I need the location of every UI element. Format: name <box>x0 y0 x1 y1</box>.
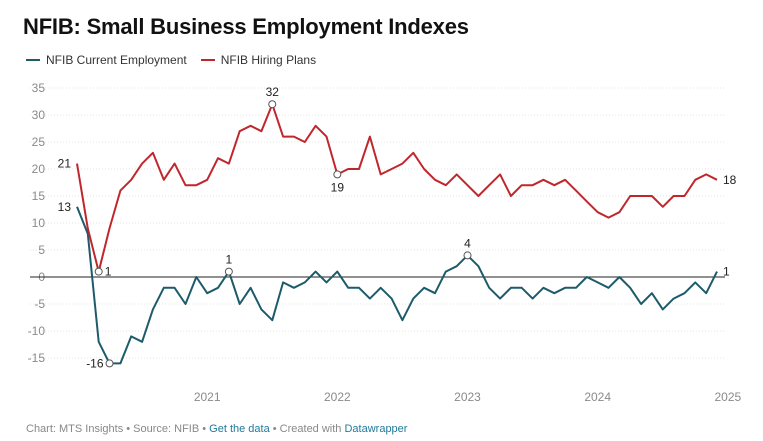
data-label-hiring: 19 <box>331 180 345 194</box>
legend-swatch-hiring <box>200 59 215 61</box>
chart-title: NFIB: Small Business Employment Indexes <box>23 14 469 39</box>
data-label-employment: 1 <box>226 253 233 267</box>
data-label-hiring: 32 <box>266 85 280 99</box>
data-label-employment: 1 <box>723 265 730 279</box>
y-tick-label: 10 <box>32 216 46 230</box>
y-tick-label: 35 <box>32 81 46 95</box>
legend-label-hiring: NFIB Hiring Plans <box>220 53 317 67</box>
y-tick-label: 15 <box>32 189 46 203</box>
legend: NFIB Current Employment NFIB Hiring Plan… <box>26 53 316 67</box>
x-tick-label: 2021 <box>194 390 221 404</box>
legend-item-hiring: NFIB Hiring Plans <box>200 53 317 67</box>
data-label-hiring: 21 <box>58 157 72 171</box>
legend-label-employment: NFIB Current Employment <box>46 53 187 67</box>
data-label-hiring: 1 <box>105 265 112 279</box>
legend-item-employment: NFIB Current Employment <box>26 53 187 67</box>
legend-swatch-employment <box>26 59 40 61</box>
x-tick-label: 2024 <box>584 390 611 404</box>
data-label-hiring: 18 <box>723 173 737 187</box>
annotation-marker-employment <box>105 359 114 368</box>
x-tick-label: 2023 <box>454 390 481 404</box>
y-tick-label: -15 <box>28 351 46 365</box>
annotation-marker-hiring <box>333 170 342 179</box>
y-tick-label: -5 <box>34 297 45 311</box>
footer-middle: • Created with <box>269 423 345 435</box>
get-the-data-link[interactable]: Get the data <box>209 423 270 435</box>
annotation-marker-employment <box>463 251 472 260</box>
chart-footer: Chart: MTS Insights • Source: NFIB • Get… <box>26 423 407 435</box>
series-line-hiring <box>76 103 718 273</box>
y-tick-label: -10 <box>28 324 46 338</box>
y-tick-label: 30 <box>32 108 46 122</box>
footer-credits: Chart: MTS Insights • Source: NFIB • <box>26 423 210 435</box>
data-label-employment: 4 <box>464 236 471 250</box>
data-label-employment: -16 <box>86 356 104 370</box>
datawrapper-link[interactable]: Datawrapper <box>344 423 408 435</box>
y-tick-label: 20 <box>32 162 46 176</box>
x-tick-label: 2025 <box>714 390 741 404</box>
annotation-marker-employment <box>224 267 233 276</box>
x-tick-label: 2022 <box>324 390 351 404</box>
data-label-employment: 13 <box>58 200 72 214</box>
annotation-marker-hiring <box>268 100 277 109</box>
annotation-marker-hiring <box>94 267 103 276</box>
y-tick-label: 25 <box>32 135 46 149</box>
series-line-employment <box>76 206 718 365</box>
y-tick-label: 5 <box>38 243 45 257</box>
